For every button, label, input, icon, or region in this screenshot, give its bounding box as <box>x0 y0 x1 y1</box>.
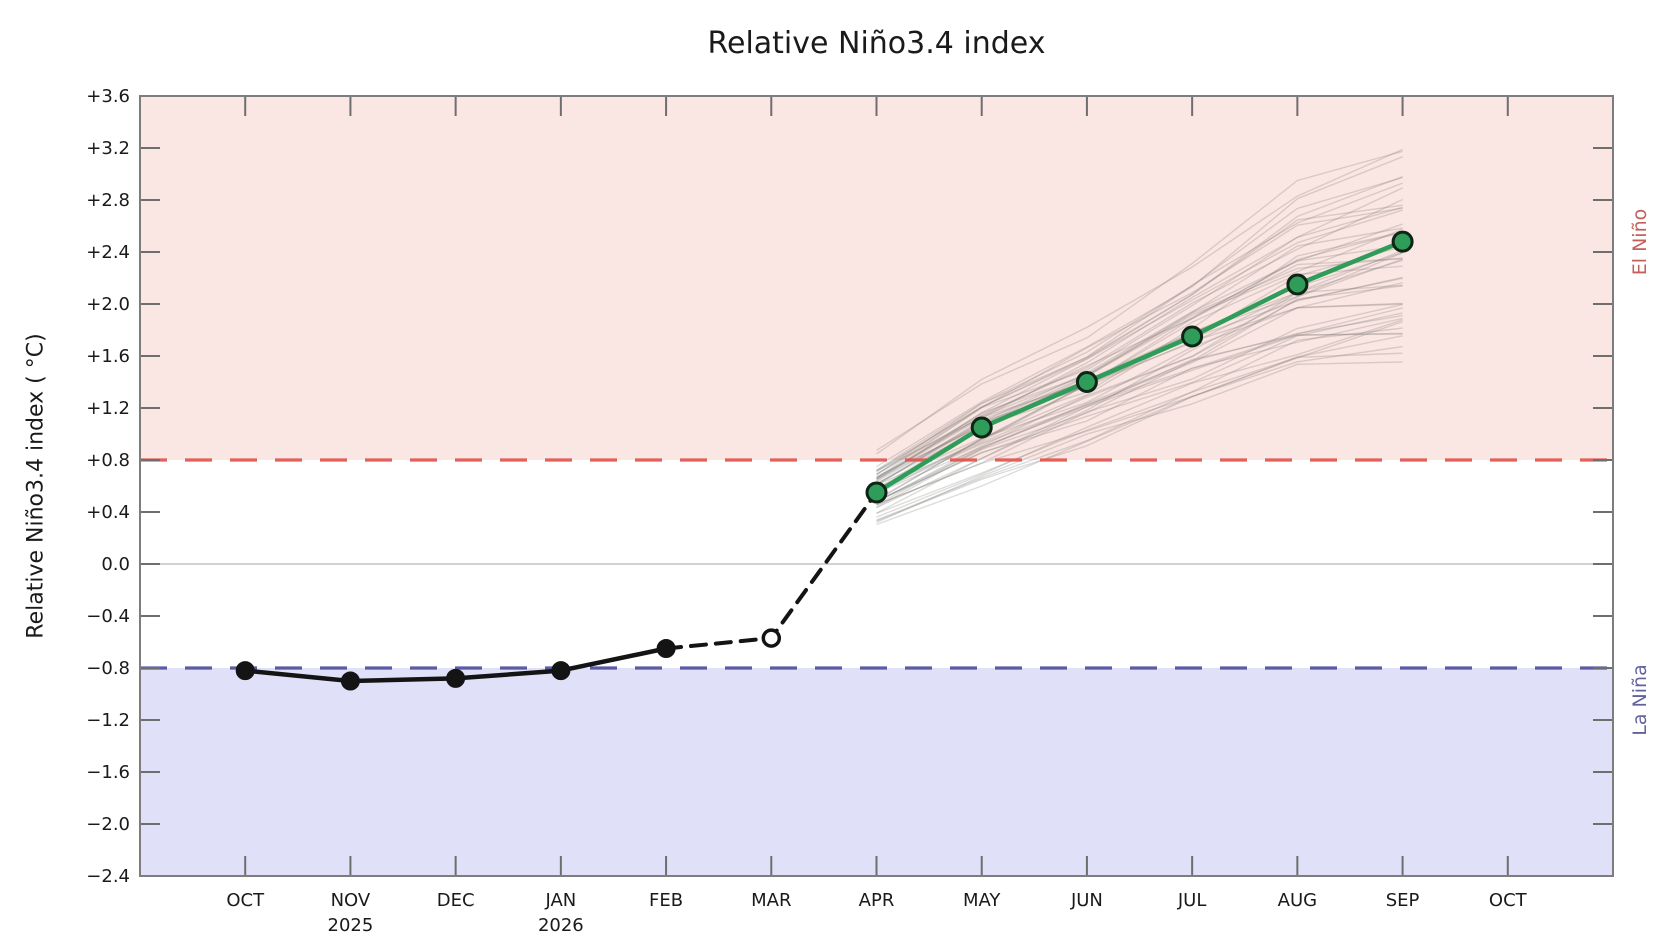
axis-ticks <box>140 95 1613 877</box>
forecast-dashed-line <box>664 490 879 651</box>
svg-text:+1.2: +1.2 <box>86 398 130 419</box>
svg-text:−0.8: −0.8 <box>86 658 130 679</box>
svg-text:−2.4: −2.4 <box>86 866 130 887</box>
y-tick-labels: +3.6 +3.2 +2.8 +2.4 +2.0 +1.6 +1.2 +0.8 +0.4 0.0 −… <box>86 86 130 887</box>
svg-text:JUL: JUL <box>1177 890 1207 911</box>
svg-text:OCT: OCT <box>226 890 265 911</box>
svg-text:+2.0: +2.0 <box>86 294 130 315</box>
observed-line <box>235 639 676 691</box>
svg-text:+3.2: +3.2 <box>86 138 130 159</box>
svg-text:MAY: MAY <box>963 890 1001 911</box>
svg-text:+2.4: +2.4 <box>86 242 130 263</box>
svg-text:+0.4: +0.4 <box>86 502 130 523</box>
svg-text:+2.8: +2.8 <box>86 190 130 211</box>
svg-text:+1.6: +1.6 <box>86 346 130 367</box>
svg-text:AUG: AUG <box>1278 890 1317 911</box>
forecast-mean-line <box>865 230 1414 504</box>
svg-text:FEB: FEB <box>649 890 683 911</box>
plot-border <box>139 95 1614 877</box>
svg-text:−1.2: −1.2 <box>86 710 130 731</box>
svg-text:JUN: JUN <box>1070 890 1103 911</box>
svg-text:2025: 2025 <box>328 915 374 936</box>
svg-text:DEC: DEC <box>437 890 475 911</box>
svg-text:MAR: MAR <box>751 890 791 911</box>
svg-text:−1.6: −1.6 <box>86 762 130 783</box>
svg-text:0.0: 0.0 <box>101 554 130 575</box>
svg-text:+0.8: +0.8 <box>86 450 130 471</box>
el-nino-region-fill <box>140 96 1613 460</box>
svg-text:SEP: SEP <box>1386 890 1420 911</box>
ensemble-lines <box>876 148 1403 526</box>
svg-text:−0.4: −0.4 <box>86 606 130 627</box>
svg-text:+3.6: +3.6 <box>86 86 130 107</box>
x-tick-labels: OCT NOV 2025 DEC JAN 2026 FEB MAR APR MAY JUN JUL AU… <box>226 890 1527 936</box>
svg-text:OCT: OCT <box>1489 890 1528 911</box>
svg-text:JAN: JAN <box>544 890 576 911</box>
svg-text:APR: APR <box>859 890 895 911</box>
svg-text:NOV: NOV <box>331 890 371 911</box>
svg-text:−2.0: −2.0 <box>86 814 130 835</box>
la-nina-region-fill <box>140 668 1613 876</box>
chart-title: Relative Niño3.4 index <box>707 26 1046 61</box>
svg-text:2026: 2026 <box>538 915 584 936</box>
